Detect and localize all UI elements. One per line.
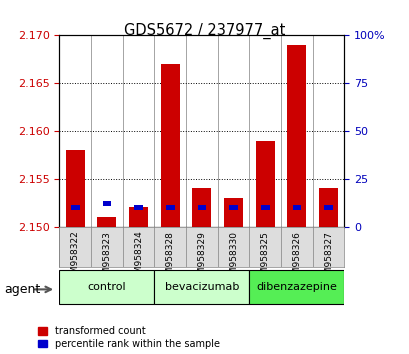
FancyBboxPatch shape	[249, 270, 344, 304]
Bar	[292, 205, 301, 210]
Bar	[224, 198, 243, 227]
Bar	[97, 217, 116, 227]
Text: GSM958326: GSM958326	[292, 231, 301, 286]
Text: control: control	[88, 282, 126, 292]
Bar	[324, 205, 332, 210]
Bar	[102, 201, 111, 206]
Text: dibenzazepine: dibenzazepine	[256, 282, 337, 292]
Bar	[287, 45, 306, 227]
Text: GSM958322: GSM958322	[71, 231, 80, 285]
Bar	[134, 205, 142, 210]
Bar	[261, 205, 269, 210]
Text: GDS5672 / 237977_at: GDS5672 / 237977_at	[124, 23, 285, 39]
Legend: transformed count, percentile rank within the sample: transformed count, percentile rank withi…	[38, 326, 220, 349]
Text: GSM958324: GSM958324	[134, 231, 143, 285]
Bar	[229, 205, 237, 210]
Bar	[71, 205, 79, 210]
Text: GSM958330: GSM958330	[229, 231, 238, 286]
Bar	[160, 64, 179, 227]
Bar	[192, 188, 211, 227]
Text: bevacizumab: bevacizumab	[164, 282, 238, 292]
FancyBboxPatch shape	[59, 270, 154, 304]
Bar	[129, 207, 148, 227]
Text: GSM958323: GSM958323	[102, 231, 111, 286]
Bar	[318, 188, 337, 227]
Bar	[65, 150, 85, 227]
Text: GSM958325: GSM958325	[260, 231, 269, 286]
Bar	[197, 205, 206, 210]
Text: agent: agent	[4, 283, 40, 296]
FancyBboxPatch shape	[154, 270, 249, 304]
Text: GSM958327: GSM958327	[323, 231, 332, 286]
Bar	[166, 205, 174, 210]
Text: GSM958329: GSM958329	[197, 231, 206, 286]
Bar	[255, 141, 274, 227]
Text: GSM958328: GSM958328	[165, 231, 174, 286]
